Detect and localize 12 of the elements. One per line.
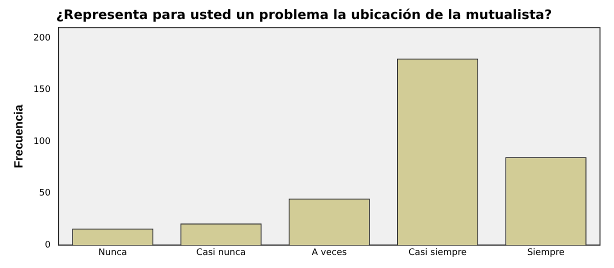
x-tick-label: Siempre [527,248,565,258]
y-tick-label: 0 [44,240,51,251]
x-tick-label: Casi siempre [408,248,468,258]
x-tick-label: Casi nunca [196,248,246,258]
y-tick-label: 200 [33,33,51,44]
y-tick-label: 150 [33,85,51,96]
chart-title: ¿Representa para usted un problema la ubicación de la mutualista? [56,8,552,24]
x-tick-label: A veces [312,248,348,258]
y-axis-title: Frecuencia [12,104,26,168]
y-tick-label: 100 [33,136,51,147]
y-tick-label: 50 [39,188,51,199]
x-tick-label: Nunca [98,248,128,258]
